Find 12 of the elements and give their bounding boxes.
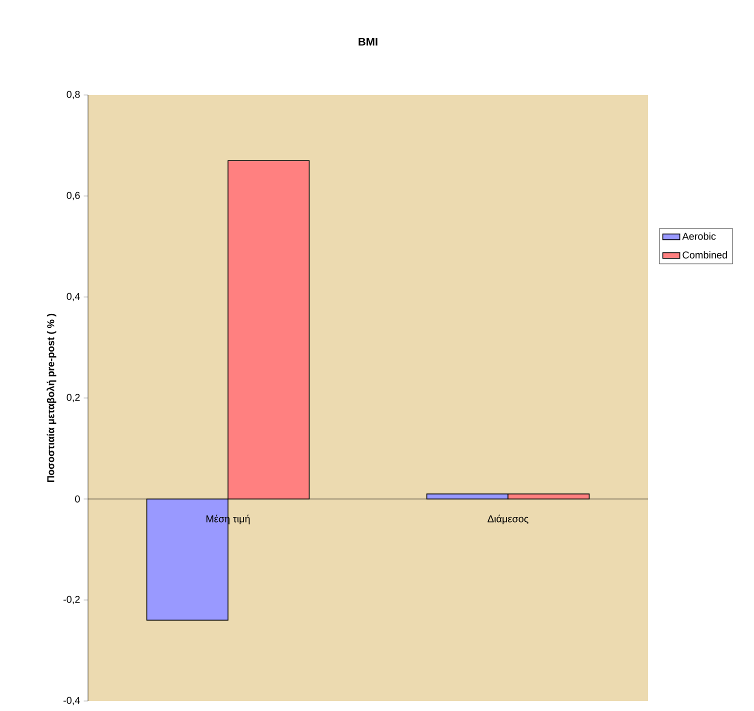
x-tick-label: Διάμεσος	[488, 514, 528, 524]
legend-label: Aerobic	[682, 232, 716, 240]
y-tick-label: 0,8	[66, 90, 80, 100]
y-tick-label: 0,4	[66, 292, 80, 302]
y-tick-label: -0,2	[64, 596, 80, 604]
y-tick-label: 0,6	[66, 192, 80, 200]
chart-title: BMI	[358, 38, 378, 46]
y-tick-label: 0	[75, 495, 80, 503]
legend-label: Combined	[682, 251, 727, 258]
y-tick-label: -0,4	[64, 696, 80, 706]
y-tick-label: 0,2	[66, 394, 80, 402]
y-axis-title: Ποσοστιαία μεταβολή pre-post ( % )	[46, 314, 56, 482]
